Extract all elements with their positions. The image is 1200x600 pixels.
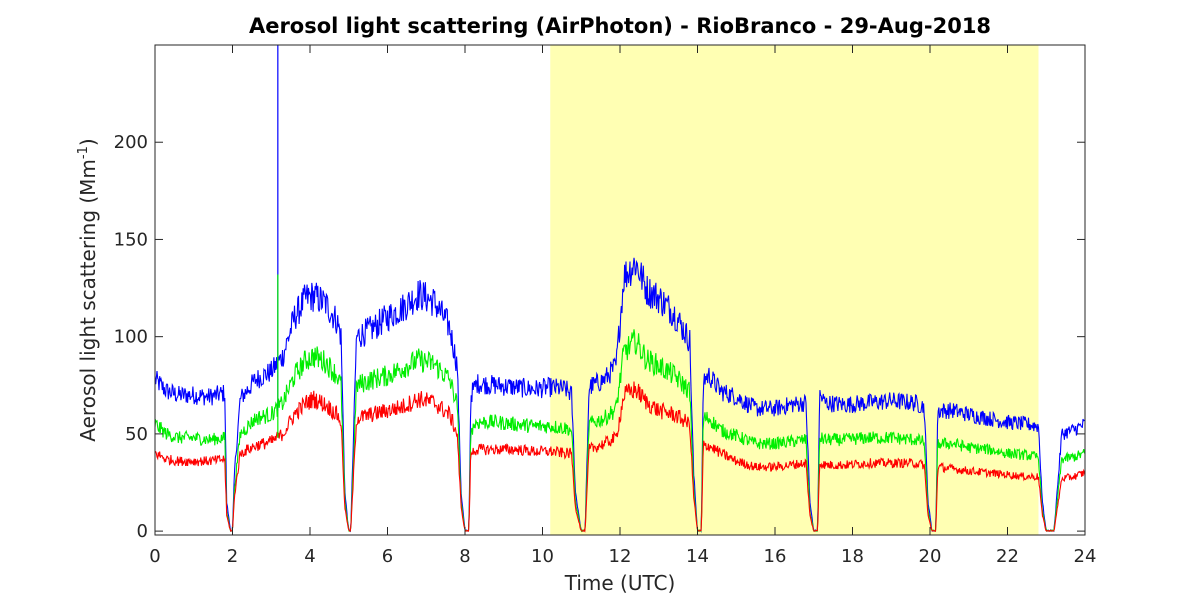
x-tick-label: 6	[382, 546, 393, 567]
y-axis-label-main: Aerosol light scattering (Mm	[76, 159, 100, 442]
x-tick-label: 4	[304, 546, 315, 567]
x-tick-label: 14	[686, 546, 709, 567]
x-tick-label: 2	[227, 546, 238, 567]
shaded-interval	[550, 45, 1039, 535]
chart-title: Aerosol light scattering (AirPhoton) - R…	[248, 14, 992, 38]
x-axis: 0 2 4 6 8 10 12 14 16 18 20 22 24	[149, 45, 1096, 567]
y-tick-label: 50	[125, 424, 148, 445]
series-line-3	[154, 381, 1086, 533]
x-tick-label: 20	[919, 546, 942, 567]
y-tick-label: 0	[137, 521, 148, 542]
x-tick-label: 16	[764, 546, 787, 567]
x-tick-label: 22	[996, 546, 1019, 567]
y-axis-label: Aerosol light scattering (Mm-1)	[76, 138, 100, 441]
x-axis-label: Time (UTC)	[564, 571, 676, 595]
y-axis-label-sup: -1	[76, 146, 91, 159]
x-tick-label: 24	[1074, 546, 1097, 567]
x-tick-label: 18	[841, 546, 864, 567]
y-tick-label: 100	[114, 327, 148, 348]
y-axis: 0 50 100 150 200	[114, 132, 1085, 542]
y-tick-label: 150	[114, 229, 148, 250]
x-tick-label: 10	[531, 546, 554, 567]
x-tick-label: 0	[149, 546, 160, 567]
x-tick-label: 12	[609, 546, 632, 567]
series-line-1	[154, 257, 1086, 533]
x-tick-label: 8	[459, 546, 470, 567]
shaded-interval-layer	[550, 45, 1039, 535]
series-layer	[154, 257, 1086, 533]
y-axis-label-close: )	[76, 138, 100, 146]
y-tick-label: 200	[114, 132, 148, 153]
